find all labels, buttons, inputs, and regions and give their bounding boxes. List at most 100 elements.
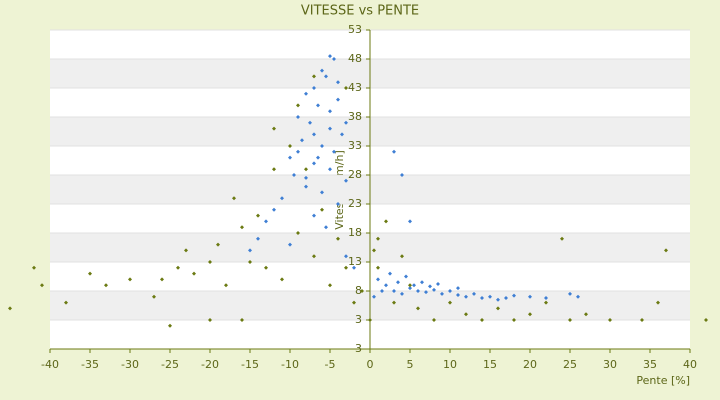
point xyxy=(560,236,564,241)
point xyxy=(368,318,372,322)
point xyxy=(316,155,320,160)
x-tick-label: 30 xyxy=(603,358,617,371)
x-tick-label: -20 xyxy=(201,358,219,371)
point xyxy=(448,300,452,305)
point xyxy=(316,103,320,108)
point xyxy=(324,74,328,79)
point xyxy=(584,312,588,317)
point xyxy=(384,219,388,224)
point xyxy=(312,86,316,90)
point xyxy=(376,265,380,270)
y-tick-label: 33 xyxy=(348,139,362,152)
x-tick-label: 25 xyxy=(563,358,577,371)
point xyxy=(280,277,284,282)
point xyxy=(344,120,348,125)
point xyxy=(568,318,572,322)
point xyxy=(312,213,316,218)
point xyxy=(456,293,460,298)
point xyxy=(328,109,332,114)
point xyxy=(288,242,292,247)
y-tick-label: 13 xyxy=(348,255,362,268)
point xyxy=(296,115,300,119)
point xyxy=(544,295,548,300)
point xyxy=(248,248,252,253)
point xyxy=(608,318,612,322)
point xyxy=(388,271,392,276)
point xyxy=(528,312,532,317)
point xyxy=(408,283,412,288)
point xyxy=(64,300,68,305)
point xyxy=(656,300,660,305)
chart-title: VITESSE vs PENTE xyxy=(301,4,419,19)
point xyxy=(440,291,444,296)
point xyxy=(320,144,324,148)
point xyxy=(400,291,404,296)
x-tick-label: -15 xyxy=(241,358,259,371)
point xyxy=(328,283,332,288)
point xyxy=(400,254,404,259)
point xyxy=(328,54,332,59)
point xyxy=(240,318,244,322)
point xyxy=(300,138,304,143)
point xyxy=(424,290,428,295)
point xyxy=(240,225,244,230)
point xyxy=(360,289,364,293)
point xyxy=(312,132,316,137)
point xyxy=(336,202,340,206)
y-tick-label: 23 xyxy=(348,197,362,210)
x-tick-label: -5 xyxy=(325,358,336,371)
x-tick-label: 35 xyxy=(643,358,657,371)
y-tick-label: 8 xyxy=(355,284,362,297)
point xyxy=(160,277,164,282)
point xyxy=(396,280,400,285)
point xyxy=(416,289,420,293)
point xyxy=(392,289,396,293)
point xyxy=(344,254,348,259)
point xyxy=(280,196,284,201)
point xyxy=(332,149,336,154)
point xyxy=(436,282,440,287)
point xyxy=(376,277,380,282)
point xyxy=(88,271,92,276)
point xyxy=(380,289,384,293)
x-tick-label: 0 xyxy=(367,358,374,371)
x-tick-label: -40 xyxy=(41,358,59,371)
y-tick-label: 53 xyxy=(348,23,362,36)
point xyxy=(272,207,276,212)
point xyxy=(292,173,296,177)
point xyxy=(304,175,308,180)
point xyxy=(324,225,328,230)
point xyxy=(464,312,468,317)
x-tick-label: 5 xyxy=(407,358,414,371)
point xyxy=(184,248,188,253)
point xyxy=(432,287,436,292)
point xyxy=(432,318,436,322)
point xyxy=(464,294,468,299)
point xyxy=(332,57,336,61)
y-tick-label: 48 xyxy=(348,52,362,65)
point xyxy=(496,297,500,302)
point xyxy=(344,178,348,183)
point xyxy=(328,126,332,131)
y-tick-label: 18 xyxy=(348,226,362,239)
point xyxy=(392,149,396,154)
point xyxy=(496,306,500,311)
point xyxy=(256,213,260,218)
point xyxy=(128,277,132,282)
point xyxy=(428,284,432,289)
point xyxy=(488,294,492,299)
point xyxy=(400,173,404,177)
point xyxy=(704,318,708,322)
point xyxy=(232,196,236,201)
point xyxy=(152,294,156,299)
point xyxy=(664,248,668,253)
point xyxy=(528,294,532,299)
x-axis-label: Pente [%] xyxy=(636,374,690,387)
point xyxy=(224,283,228,288)
point xyxy=(408,286,412,291)
point xyxy=(376,236,380,241)
point xyxy=(304,167,308,172)
point xyxy=(192,271,196,276)
x-tick-label: 20 xyxy=(523,358,537,371)
